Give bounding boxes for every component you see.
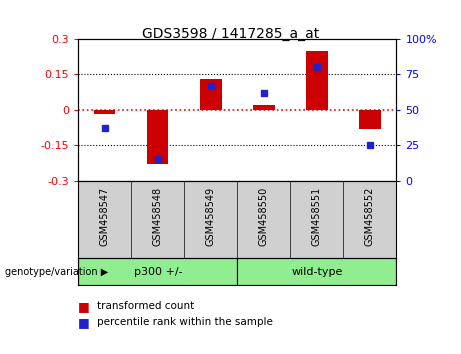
- Text: ■: ■: [78, 316, 90, 329]
- Text: GSM458547: GSM458547: [100, 187, 110, 246]
- Text: transformed count: transformed count: [97, 301, 194, 311]
- Bar: [306, 51, 327, 110]
- Text: GSM458549: GSM458549: [206, 187, 216, 246]
- Bar: [360, 110, 381, 129]
- Text: genotype/variation ▶: genotype/variation ▶: [5, 267, 108, 277]
- Text: GSM458551: GSM458551: [312, 187, 322, 246]
- Text: percentile rank within the sample: percentile rank within the sample: [97, 317, 273, 327]
- Bar: [200, 79, 221, 110]
- Bar: [237, 258, 396, 285]
- Bar: [253, 105, 274, 110]
- Text: ■: ■: [78, 300, 90, 313]
- Text: wild-type: wild-type: [291, 267, 343, 277]
- Bar: [95, 110, 115, 114]
- Text: GSM458548: GSM458548: [153, 187, 163, 246]
- Text: GDS3598 / 1417285_a_at: GDS3598 / 1417285_a_at: [142, 27, 319, 41]
- Text: GSM458552: GSM458552: [365, 187, 375, 246]
- Text: p300 +/-: p300 +/-: [134, 267, 182, 277]
- Text: GSM458550: GSM458550: [259, 187, 269, 246]
- Bar: [148, 110, 169, 164]
- Bar: [78, 258, 237, 285]
